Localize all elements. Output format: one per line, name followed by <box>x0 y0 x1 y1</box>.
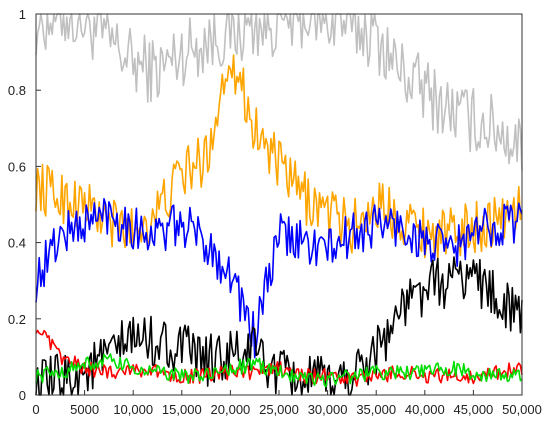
x-tick-label: 25,000 <box>259 402 299 417</box>
series-line-6 <box>35 353 523 388</box>
x-tick-label: 45,000 <box>454 402 494 417</box>
y-axis: 0 0.2 0.4 0.6 0.8 1 <box>8 7 41 403</box>
y-tick-label: 0 <box>19 388 26 403</box>
x-tick-label: 15,000 <box>162 402 202 417</box>
series-line-4 <box>35 256 523 396</box>
x-tick-label: 5000 <box>70 402 99 417</box>
x-tick-label: 35,000 <box>356 402 396 417</box>
x-tick-label: 10,000 <box>113 402 153 417</box>
y-tick-label: 1 <box>19 7 26 22</box>
y-tick-label: 0.4 <box>8 236 26 251</box>
series-layer <box>35 13 523 396</box>
x-tick-label: 50,000 <box>502 402 542 417</box>
y-tick-label: 0.8 <box>8 83 26 98</box>
x-tick-label: 0 <box>32 402 39 417</box>
x-tick-label: 20,000 <box>211 402 251 417</box>
y-tick-label: 0.2 <box>8 312 26 327</box>
x-tick-label: 40,000 <box>405 402 445 417</box>
x-axis: 0 5000 10,000 15,000 20,000 25,000 30,000 35,00… <box>32 390 542 417</box>
y-tick-label: 0.6 <box>8 159 26 174</box>
series-line-3 <box>35 198 523 359</box>
x-tick-label: 30,000 <box>308 402 348 417</box>
series-line-5 <box>35 329 523 387</box>
